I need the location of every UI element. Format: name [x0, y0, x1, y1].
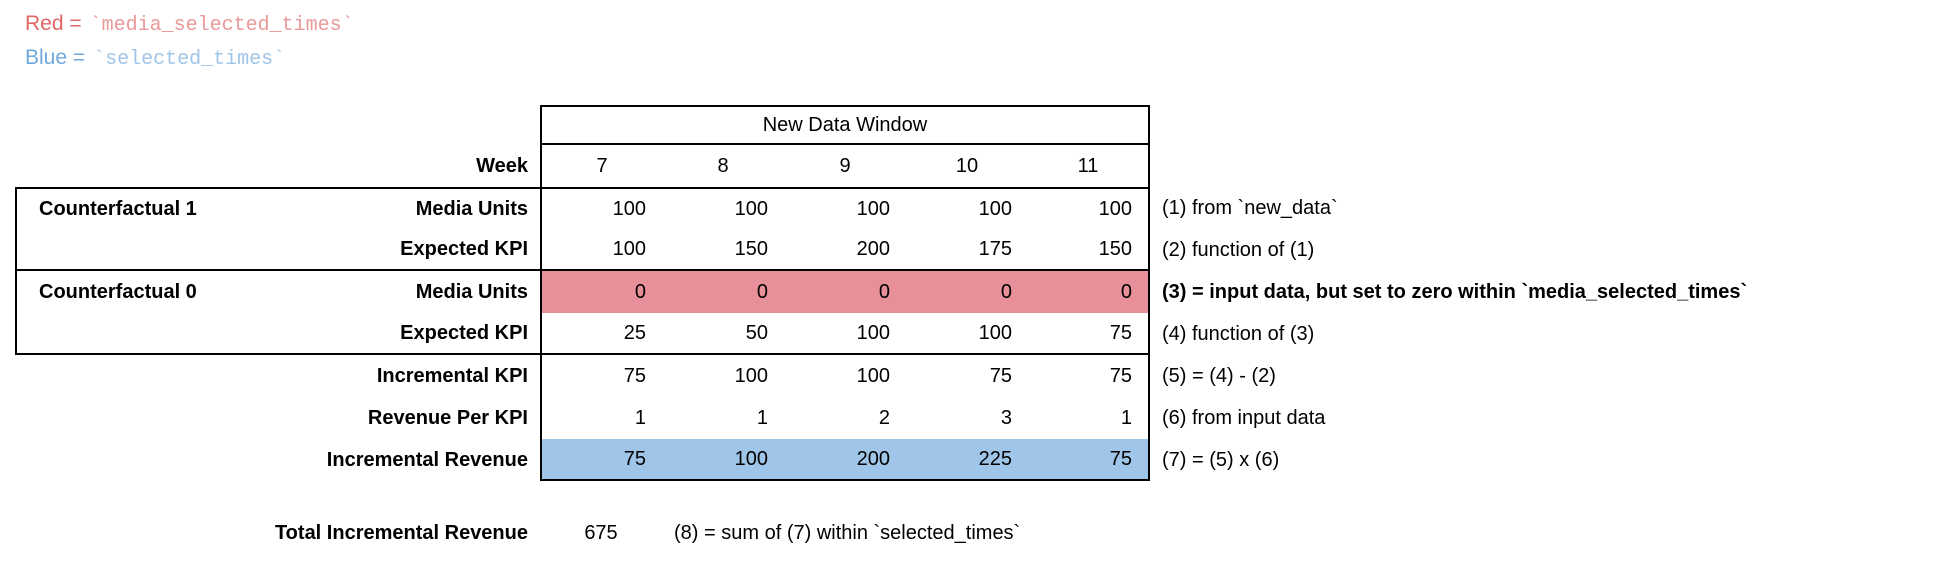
week-label: Week: [476, 154, 528, 177]
value-cell-blue: 200: [784, 439, 906, 481]
value-cell: 100: [540, 187, 662, 229]
legend-red-line: Red = `media_selected_times`: [25, 12, 354, 46]
value-cell: 75: [1028, 355, 1150, 397]
value-cell: 2: [878, 406, 890, 429]
value-cell: 1: [540, 397, 662, 439]
group-label: [15, 439, 255, 481]
group-label: [15, 229, 255, 271]
row-annotation: (5) = (4) - (2): [1162, 364, 1276, 387]
group-label: [15, 397, 255, 439]
value-cell: 100: [906, 313, 1028, 355]
counterfactual-table: New Data Window Week 7 8 9 10 11 Counter…: [15, 105, 1747, 481]
value-cell: 25: [540, 313, 662, 355]
table-row-revenue-per-kpi: Revenue Per KPI 1 1 2 3 1 (6) from input…: [15, 397, 1747, 439]
table-row-expected-kpi-cf1: Expected KPI 100 150 200 175 150 (2) fun…: [15, 229, 1747, 271]
row-annotation: (6) from input data: [1162, 406, 1326, 429]
legend: Red = `media_selected_times` Blue = `sel…: [25, 12, 354, 80]
week-value: 9: [839, 154, 851, 177]
value-cell-blue: 100: [662, 439, 784, 481]
value-cell: 75: [989, 364, 1012, 387]
value-cell: 100: [662, 187, 784, 229]
row-label: Media Units: [255, 187, 540, 229]
row-label: Incremental KPI: [376, 364, 528, 387]
week-row: Week 7 8 9 10 11: [15, 145, 1747, 187]
row-annotation: (7) = (5) x (6): [1162, 448, 1280, 471]
group-label: [15, 313, 255, 355]
total-label: Total Incremental Revenue: [274, 521, 528, 544]
table-row-incremental-revenue: Incremental Revenue 75 100 200 225 75 (7…: [15, 439, 1747, 481]
row-annotation: (3) = input data, but set to zero within…: [1162, 280, 1748, 303]
value-cell: 100: [906, 187, 1028, 229]
week-value: 7: [540, 145, 662, 187]
group-label: [15, 355, 255, 397]
header-spacer: [15, 105, 540, 145]
value-cell: 150: [1028, 229, 1150, 271]
value-cell-red: 0: [662, 271, 784, 313]
row-annotation: (1) from `new_data`: [1162, 196, 1338, 219]
week-row-annotation-spacer: [1150, 145, 1162, 187]
value-cell: 1: [756, 406, 768, 429]
new-data-window-header: New Data Window: [540, 105, 1150, 145]
row-label: Media Units: [415, 280, 528, 303]
value-cell: 100: [784, 313, 906, 355]
week-value: 8: [717, 154, 729, 177]
value-cell: 150: [662, 229, 784, 271]
value-cell-blue: 225: [906, 439, 1028, 481]
row-label: Incremental Revenue: [326, 448, 528, 471]
week-value: 11: [1028, 145, 1150, 187]
header-row: New Data Window: [15, 105, 1747, 145]
legend-red-label: Red =: [25, 12, 82, 35]
week-row-group-spacer: [15, 145, 255, 187]
value-cell: 3: [1000, 406, 1012, 429]
value-cell-red: 0: [1028, 271, 1150, 313]
value-cell: 100: [1028, 187, 1150, 229]
legend-blue-label: Blue =: [25, 46, 86, 69]
value-cell: 100: [734, 364, 768, 387]
table-row-media-units-cf1: Counterfactual 1 Media Units 100 100 100…: [15, 187, 1747, 229]
row-label: Expected KPI: [255, 313, 540, 355]
total-row: Total Incremental Revenue 675 (8) = sum …: [15, 512, 1020, 554]
value-cell: 50: [662, 313, 784, 355]
legend-blue-line: Blue = `selected_times`: [25, 46, 354, 80]
table-row-incremental-kpi: Incremental KPI 75 100 100 75 75 (5) = (…: [15, 355, 1747, 397]
row-annotation: (4) function of (3): [1162, 322, 1315, 345]
value-cell-blue: 75: [1028, 439, 1150, 481]
value-cell: 100: [856, 364, 890, 387]
row-label: Expected KPI: [255, 229, 540, 271]
value-cell: 100: [784, 187, 906, 229]
group-label-counterfactual-0: Counterfactual 0: [15, 271, 255, 313]
value-cell-red: 0: [784, 271, 906, 313]
value-cell: 75: [1028, 313, 1150, 355]
total-annotation: (8) = sum of (7) within `selected_times`: [674, 521, 1021, 544]
week-value: 10: [955, 154, 979, 177]
row-label: Revenue Per KPI: [367, 406, 528, 429]
table-row-media-units-cf0: Counterfactual 0 Media Units 0 0 0 0 0 (…: [15, 271, 1747, 313]
value-cell-red: 0: [540, 271, 662, 313]
value-cell: 1: [1028, 397, 1150, 439]
row-annotation: (2) function of (1): [1162, 238, 1315, 261]
legend-red-code: `media_selected_times`: [89, 14, 354, 37]
total-value: 675: [584, 521, 618, 544]
value-cell: 175: [906, 229, 1028, 271]
value-cell-red: 0: [906, 271, 1028, 313]
group-label-counterfactual-1: Counterfactual 1: [15, 187, 255, 229]
value-cell-blue: 75: [540, 439, 662, 481]
legend-blue-code: `selected_times`: [93, 48, 286, 71]
value-cell: 100: [540, 229, 662, 271]
value-cell: 75: [540, 355, 662, 397]
table-row-expected-kpi-cf0: Expected KPI 25 50 100 100 75 (4) functi…: [15, 313, 1747, 355]
value-cell: 200: [784, 229, 906, 271]
